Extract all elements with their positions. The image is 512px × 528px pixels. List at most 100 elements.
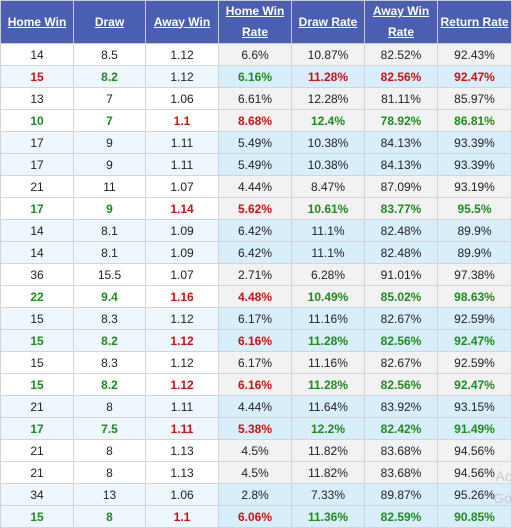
table-cell: 82.52% — [364, 43, 438, 66]
table-cell: 1.1 — [145, 109, 219, 132]
table-cell: 1.06 — [145, 87, 219, 110]
table-cell: 6.42% — [218, 241, 292, 264]
table-cell: 78.92% — [364, 109, 438, 132]
table-cell: 1.12 — [145, 351, 219, 374]
table-cell: 1.06 — [145, 483, 219, 506]
table-cell: 8 — [73, 505, 146, 528]
table-cell: 17 — [0, 131, 74, 154]
table-cell: 82.56% — [364, 373, 438, 396]
table-row: 17 7.5 1.11 5.38% 12.2% 82.42% 91.49% — [0, 417, 512, 440]
table-cell: 93.39% — [437, 153, 512, 176]
table-cell: 15 — [0, 307, 74, 330]
table-cell: 5.62% — [218, 197, 292, 220]
table-cell: 92.59% — [437, 307, 512, 330]
table-cell: 1.12 — [145, 329, 219, 352]
table-cell: 8 — [73, 395, 146, 418]
table-cell: 8.3 — [73, 307, 146, 330]
col-home-win[interactable]: Home Win — [0, 0, 74, 44]
table-row: 14 8.5 1.12 6.6% 10.87% 82.52% 92.43% — [0, 43, 512, 66]
table-cell: 97.38% — [437, 263, 512, 286]
table-cell: 8.1 — [73, 241, 146, 264]
col-away-win[interactable]: Away Win — [145, 0, 219, 44]
table-cell: 12.28% — [291, 87, 365, 110]
col-draw-rate[interactable]: Draw Rate — [291, 0, 365, 44]
table-cell: 21 — [0, 175, 74, 198]
col-draw[interactable]: Draw — [73, 0, 146, 44]
table-cell: 83.68% — [364, 461, 438, 484]
watermark-line-1: Ac — [495, 468, 512, 484]
table-cell: 14 — [0, 241, 74, 264]
table-cell: 34 — [0, 483, 74, 506]
table-cell: 10.38% — [291, 131, 365, 154]
table-cell: 15 — [0, 373, 74, 396]
table-cell: 1.13 — [145, 461, 219, 484]
table-cell: 1.11 — [145, 153, 219, 176]
table-cell: 82.67% — [364, 351, 438, 374]
table-row: 15 8.3 1.12 6.17% 11.16% 82.67% 92.59% — [0, 351, 512, 374]
table-cell: 1.09 — [145, 241, 219, 264]
table-cell: 81.11% — [364, 87, 438, 110]
table-cell: 82.48% — [364, 241, 438, 264]
table-cell: 5.49% — [218, 131, 292, 154]
table-cell: 9 — [73, 131, 146, 154]
table-cell: 84.13% — [364, 131, 438, 154]
table-cell: 14 — [0, 219, 74, 242]
table-cell: 92.47% — [437, 329, 512, 352]
table-row: 21 8 1.11 4.44% 11.64% 83.92% 93.15% — [0, 395, 512, 418]
table-row: 15 8 1.1 6.06% 11.36% 82.59% 90.85% — [0, 505, 512, 528]
table-cell: 82.56% — [364, 329, 438, 352]
table-row: 36 15.5 1.07 2.71% 6.28% 91.01% 97.38% — [0, 263, 512, 286]
table-row: 15 8.2 1.12 6.16% 11.28% 82.56% 92.47% — [0, 373, 512, 396]
table-cell: 7 — [73, 109, 146, 132]
table-cell: 84.13% — [364, 153, 438, 176]
table-cell: 91.01% — [364, 263, 438, 286]
table-cell: 87.09% — [364, 175, 438, 198]
table-cell: 83.77% — [364, 197, 438, 220]
col-return-rate[interactable]: Return Rate — [437, 0, 512, 44]
table-cell: 11.28% — [291, 65, 365, 88]
table-cell: 17 — [0, 153, 74, 176]
table-cell: 10.87% — [291, 43, 365, 66]
table-cell: 82.48% — [364, 219, 438, 242]
table-cell: 11.28% — [291, 373, 365, 396]
table-cell: 9 — [73, 197, 146, 220]
table-cell: 1.14 — [145, 197, 219, 220]
table-cell: 6.06% — [218, 505, 292, 528]
table-cell: 93.39% — [437, 131, 512, 154]
table-cell: 93.15% — [437, 395, 512, 418]
table-cell: 8.2 — [73, 329, 146, 352]
table-cell: 6.6% — [218, 43, 292, 66]
table-cell: 8.2 — [73, 65, 146, 88]
table-cell: 82.67% — [364, 307, 438, 330]
table-cell: 36 — [0, 263, 74, 286]
table-cell: 94.56% — [437, 461, 512, 484]
table-cell: 21 — [0, 395, 74, 418]
table-row: 14 8.1 1.09 6.42% 11.1% 82.48% 89.9% — [0, 241, 512, 264]
table-row: 15 8.2 1.12 6.16% 11.28% 82.56% 92.47% — [0, 65, 512, 88]
watermark-line-2: Go — [493, 490, 512, 506]
table-cell: 1.12 — [145, 43, 219, 66]
col-home-win-rate[interactable]: Home Win Rate — [218, 0, 292, 44]
table-cell: 21 — [0, 439, 74, 462]
table-cell: 1.12 — [145, 307, 219, 330]
table-cell: 1.12 — [145, 65, 219, 88]
table-cell: 10.49% — [291, 285, 365, 308]
table-cell: 15 — [0, 505, 74, 528]
table-cell: 6.28% — [291, 263, 365, 286]
table-cell: 15 — [0, 329, 74, 352]
table-cell: 11.82% — [291, 439, 365, 462]
table-cell: 11.82% — [291, 461, 365, 484]
table-cell: 1.16 — [145, 285, 219, 308]
table-cell: 8 — [73, 461, 146, 484]
table-cell: 83.68% — [364, 439, 438, 462]
table-cell: 91.49% — [437, 417, 512, 440]
table-cell: 4.5% — [218, 439, 292, 462]
table-cell: 22 — [0, 285, 74, 308]
table-cell: 11.1% — [291, 241, 365, 264]
table-cell: 10.61% — [291, 197, 365, 220]
table-cell: 1.07 — [145, 263, 219, 286]
col-away-win-rate[interactable]: Away Win Rate — [364, 0, 438, 44]
table-cell: 2.71% — [218, 263, 292, 286]
table-cell: 11.64% — [291, 395, 365, 418]
